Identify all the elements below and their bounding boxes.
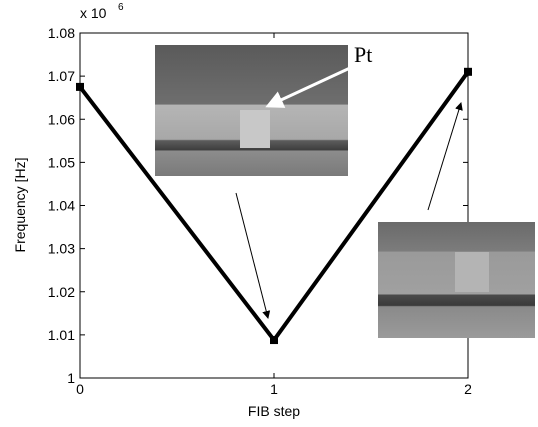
y-tick-label: 1.01: [48, 327, 75, 343]
y-tick-label: 1.03: [48, 241, 75, 257]
y-multiplier: x 10: [80, 5, 107, 21]
y-axis-label: Frequency [Hz]: [12, 158, 28, 253]
y-tick-label: 1.02: [48, 284, 75, 300]
x-tick-label: 2: [464, 381, 472, 397]
pt-pad: [240, 110, 270, 148]
annotation: Pt: [354, 42, 372, 67]
y-tick-label: 1.05: [48, 154, 75, 170]
data-point: [76, 82, 84, 91]
pointer-arrow: [427, 102, 463, 211]
pt-pad: [455, 252, 489, 292]
plot-area: 11.011.021.031.041.051.061.071.080 1 2: [48, 25, 472, 397]
y-tick-label: 1.06: [48, 111, 75, 127]
y-tick-label: 1.04: [48, 198, 75, 214]
data-point: [464, 67, 472, 76]
x-tick-label: 1: [270, 381, 278, 397]
pointer-arrow: [235, 192, 271, 319]
y-tick-label: 1: [67, 370, 75, 386]
pointer-arrow: [265, 66, 351, 108]
y-tick-label: 1.07: [48, 68, 75, 84]
data-point: [270, 336, 278, 345]
x-tick-label: 0: [76, 381, 84, 397]
x-axis-label: FIB step: [248, 403, 300, 419]
y-tick-label: 1.08: [48, 25, 75, 41]
y-multiplier-exponent: 6: [118, 2, 124, 13]
